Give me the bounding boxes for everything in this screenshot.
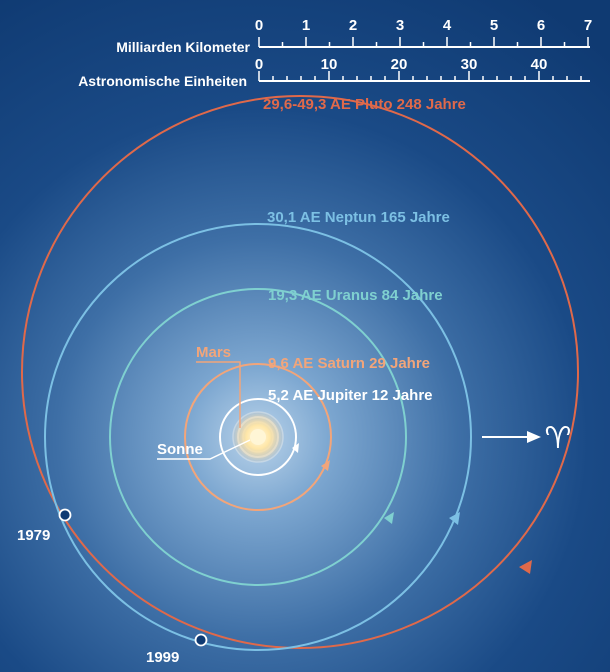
sun-label: Sonne [157, 441, 203, 458]
sun-leader [157, 439, 251, 460]
mars-leader [196, 361, 241, 428]
scale-km-tick-label: 2 [349, 17, 357, 34]
jupiter-orbit [219, 398, 297, 476]
mars-label: Mars [196, 344, 231, 361]
scale-au-tick-label: 30 [461, 56, 478, 73]
scale-km-tick-label: 3 [396, 17, 404, 34]
neptune-orbit [44, 223, 472, 651]
scale-km-tick-label: 0 [255, 17, 263, 34]
year-1979-label: 1979 [17, 527, 50, 544]
scale-au-label: Astronomische Einheiten [78, 73, 247, 89]
saturn-arrow [321, 460, 330, 471]
scale-km-tick-label: 6 [537, 17, 545, 34]
uranus-orbit [109, 288, 407, 586]
scale-km-tick-label: 1 [302, 17, 310, 34]
scale-au-tick-label: 20 [391, 56, 408, 73]
scale-km-tick-label: 7 [584, 17, 592, 34]
neptune-arrow [449, 512, 460, 525]
jupiter-label: 5,2 AE Jupiter 12 Jahre [268, 387, 433, 404]
neptune-label: 30,1 AE Neptun 165 Jahre [267, 209, 450, 226]
uranus-label: 19,3 AE Uranus 84 Jahre [268, 287, 443, 304]
pluto-label: 29,6-49,3 AE Pluto 248 Jahre [263, 96, 466, 113]
saturn-label: 9,6 AE Saturn 29 Jahre [268, 355, 430, 372]
saturn-orbit [184, 363, 332, 511]
jupiter-arrow [292, 443, 299, 453]
marker-1979 [58, 508, 72, 522]
scale-au-tick-label: 10 [321, 56, 338, 73]
sun [250, 429, 266, 445]
marker-1999 [194, 633, 208, 647]
pluto-orbit [21, 95, 579, 649]
year-1999-label: 1999 [146, 649, 179, 666]
scale-au-tick-label: 0 [255, 56, 263, 73]
pluto-arrow [519, 560, 532, 574]
scale-km: Milliarden Kilometer 0 1 2 3 4 5 6 7 [116, 17, 592, 55]
scale-km-tick-label: 4 [443, 17, 452, 34]
uranus-arrow [384, 512, 394, 524]
aries-icon: ♈︎ [545, 422, 572, 455]
scale-km-tick-label: 5 [490, 17, 498, 34]
scale-au-tick-label: 40 [531, 56, 548, 73]
scale-km-label: Milliarden Kilometer [116, 39, 250, 55]
scale-au: Astronomische Einheiten 0 10 20 30 40 [78, 56, 590, 89]
